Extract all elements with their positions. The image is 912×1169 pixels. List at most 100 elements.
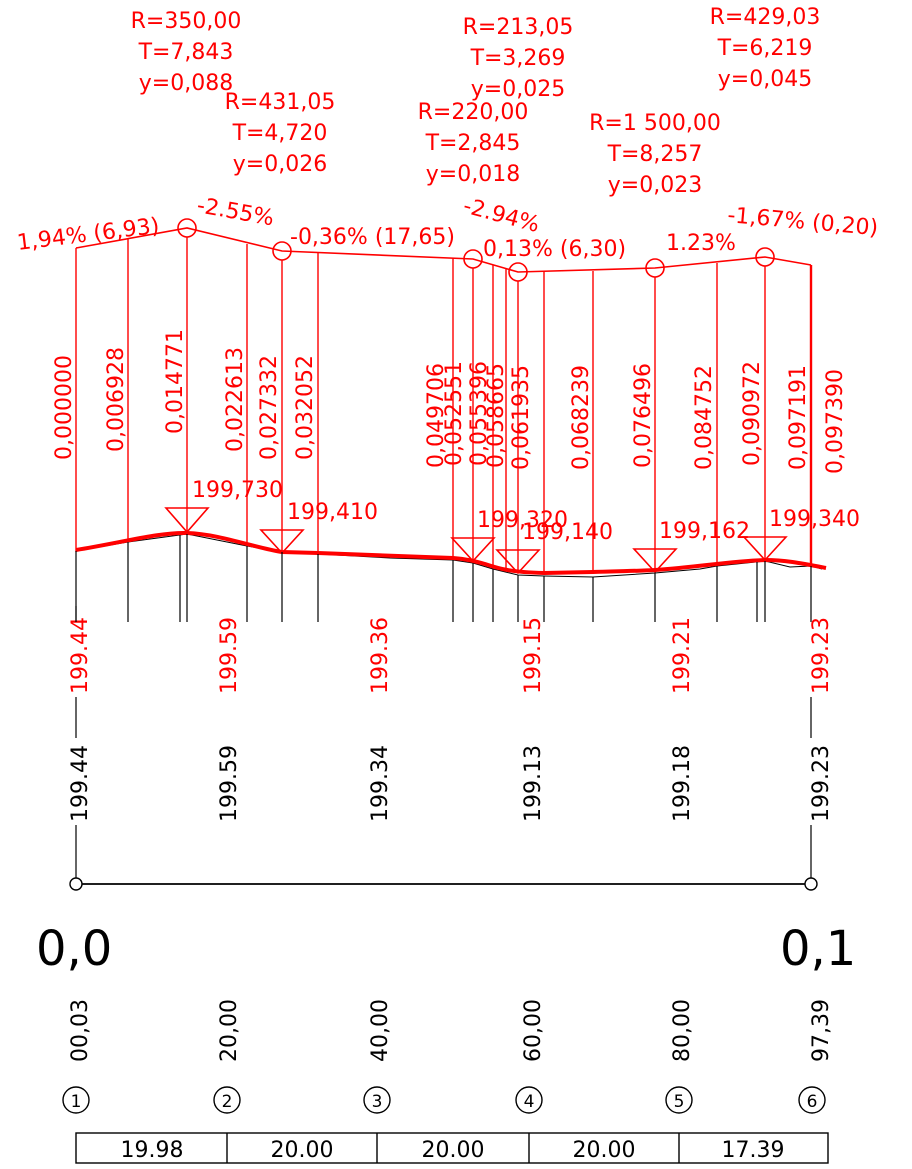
design-level: 199.59	[217, 617, 242, 694]
chainage-value: 0,061935	[509, 365, 534, 470]
station-distance: 20,00	[217, 999, 242, 1062]
station-distance: 40,00	[368, 999, 393, 1062]
curve-block-5: R=1 500,00 T=8,257 y=0,023	[589, 111, 721, 198]
elevation-mark-label: 199,410	[287, 500, 378, 525]
chainage-value: 0,014771	[163, 329, 188, 434]
ground-level: 199.59	[217, 745, 242, 822]
segment-length: 20.00	[573, 1138, 636, 1163]
curve-ordinate: y=0,045	[718, 67, 812, 92]
chainage-value: 0,000000	[52, 355, 77, 460]
station-circle	[363, 1086, 391, 1114]
chainage-value: 0,055396	[467, 361, 492, 466]
design-levels: 199.44 199.59 199.36 199.15 199.21 199.2…	[68, 617, 834, 694]
ground-level: 199.34	[368, 745, 393, 822]
station-number: 1	[71, 1092, 82, 1112]
design-line	[75, 530, 827, 576]
km-mark-start: 0,0	[36, 921, 112, 977]
curve-radius: R=1 500,00	[589, 111, 721, 136]
curve-ordinate: y=0,026	[233, 152, 327, 177]
chainage-value: 0,006928	[104, 347, 129, 452]
elevation-triangle	[259, 529, 305, 555]
station-distance: 60,00	[521, 999, 546, 1062]
design-level: 199.15	[521, 617, 546, 694]
segment-length: 17.39	[722, 1138, 785, 1163]
km-mark-end: 0,1	[780, 921, 856, 977]
grade-label: -2.55%	[195, 193, 276, 231]
ground-level: 199.44	[68, 745, 93, 822]
station-ticks	[75, 534, 812, 622]
design-level: 199.44	[68, 617, 93, 694]
elevation-triangle	[164, 507, 210, 534]
elevation-mark-label: 199,320	[477, 508, 568, 533]
curve-block-6: R=429,03 T=6,219 y=0,045	[710, 5, 821, 92]
curve-tangent: T=7,843	[138, 40, 234, 65]
ground-level: 199.23	[809, 745, 834, 822]
station-number: 3	[372, 1092, 383, 1112]
curve-block-2: R=431,05 T=4,720 y=0,026	[225, 90, 336, 177]
chainage-value: 0,076496	[631, 363, 656, 468]
chainage-value: 0,022613	[223, 347, 248, 452]
km-bar-node	[804, 877, 818, 891]
ground-level: 199.18	[670, 745, 695, 822]
curve-ordinate: y=0,023	[608, 173, 702, 198]
grade-line	[75, 227, 812, 273]
curve-ordinate: y=0,088	[139, 71, 233, 96]
chainage-value: 0,027332	[257, 355, 282, 460]
chainage-value: 0,052551	[442, 361, 467, 466]
chainage-values: 0,000000 0,006928 0,014771 0,022613 0,02…	[52, 329, 848, 474]
station-distance: 80,00	[670, 999, 695, 1062]
curve-block-1: R=350,00 T=7,843 y=0,088	[131, 9, 242, 96]
curve-tangent: T=6,219	[717, 36, 813, 61]
curve-tangent: T=2,845	[425, 131, 521, 156]
curve-tangent: T=8,257	[607, 142, 703, 167]
curve-radius: R=431,05	[225, 90, 336, 115]
segment-length-table: 19.98 20.00 20.00 20.00 17.39	[75, 1132, 829, 1164]
segment-length: 20.00	[422, 1138, 485, 1163]
elevation-mark-label: 199,162	[659, 519, 750, 544]
station-circle	[62, 1086, 90, 1114]
station-circle	[798, 1086, 826, 1114]
curve-radius: R=429,03	[710, 5, 821, 30]
station-circle	[665, 1086, 693, 1114]
curve-ordinate: y=0,025	[471, 77, 565, 102]
chainage-value: 0,084752	[692, 365, 717, 470]
chainage-value: 0,097390	[823, 369, 848, 474]
station-distances: 00,03 20,00 40,00 60,00 80,00 97,39	[68, 999, 834, 1062]
station-circle	[515, 1086, 543, 1114]
design-level: 199.21	[670, 617, 695, 694]
chainage-lines	[75, 237, 813, 574]
elevation-mark-label: 199,140	[522, 520, 613, 545]
grade-label: -2.94%	[460, 194, 542, 238]
design-level: 199.36	[368, 617, 393, 694]
chainage-value: 0,090972	[740, 361, 765, 466]
curve-tangent: T=4,720	[232, 121, 328, 146]
station-number: 4	[524, 1092, 535, 1112]
station-circle	[213, 1086, 241, 1114]
chainage-value: 0,068239	[569, 365, 594, 470]
chainage-value: 0,049706	[424, 363, 449, 468]
elevation-triangle	[495, 549, 541, 575]
grade-label: -1,67% (0,20)	[726, 203, 879, 241]
curve-radius: R=350,00	[131, 9, 242, 34]
elevation-markers: 199,730 199,410 199,320 199,140 199,162 …	[164, 478, 860, 575]
curve-block-3: R=220,00 T=2,845 y=0,018	[418, 100, 529, 187]
ground-level: 199.13	[521, 745, 546, 822]
grade-label: 1,94% (6,93)	[16, 214, 161, 256]
elevation-triangle	[742, 536, 788, 562]
segment-length: 19.98	[121, 1138, 184, 1163]
station-distance: 97,39	[809, 999, 834, 1062]
chainage-value: 0,097191	[786, 365, 811, 470]
elevation-mark-label: 199,340	[769, 507, 860, 532]
segment-table-frame	[75, 1132, 829, 1164]
curve-radius: R=220,00	[418, 100, 529, 125]
curve-block-4: R=213,05 T=3,269 y=0,025	[463, 15, 574, 102]
grade-label: -0,36% (17,65)	[290, 225, 455, 250]
chainage-value: 0,032052	[293, 355, 318, 460]
ground-levels: 199.44 199.59 199.34 199.13 199.18 199.2…	[68, 745, 834, 822]
curve-tangent: T=3,269	[470, 46, 566, 71]
segment-length: 20.00	[271, 1138, 334, 1163]
curve-ordinate: y=0,018	[426, 162, 520, 187]
station-distance: 00,03	[68, 999, 93, 1062]
curve-radius: R=213,05	[463, 15, 574, 40]
